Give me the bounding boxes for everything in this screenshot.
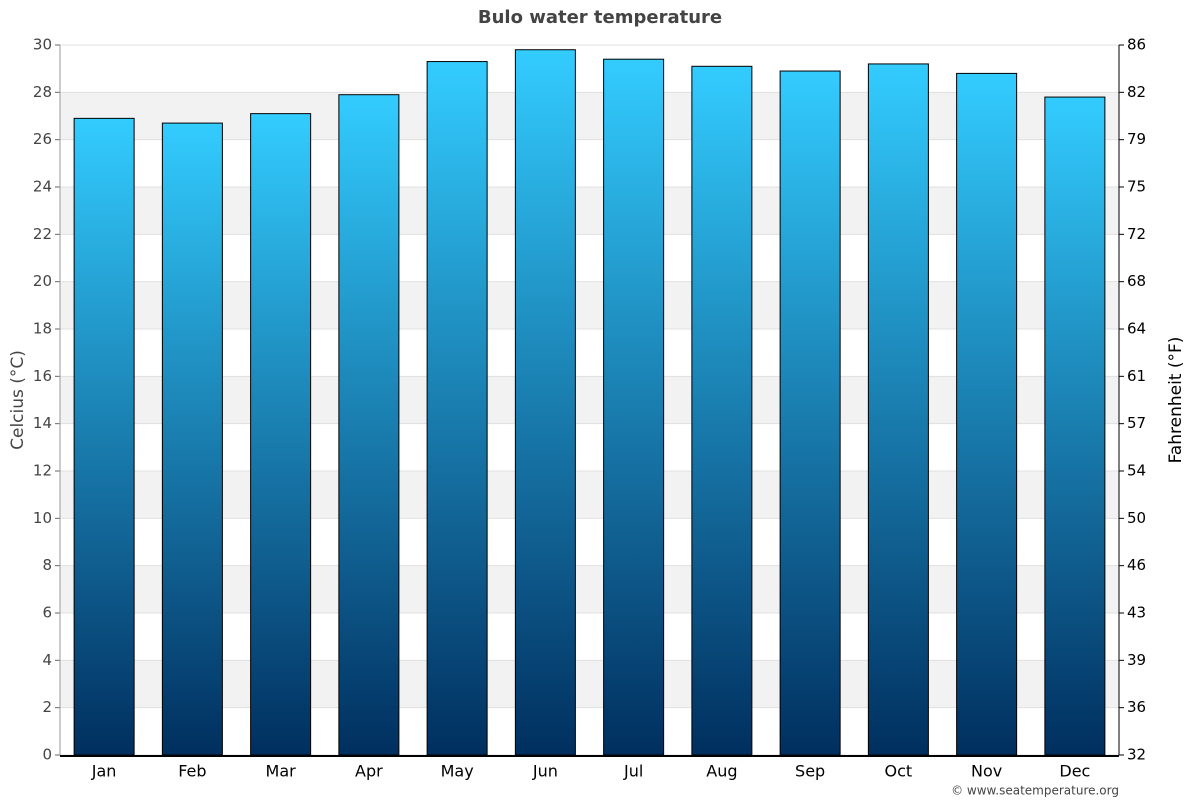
y2-tick-label: 39 [1127, 651, 1146, 669]
bar [956, 72, 1018, 756]
bar [250, 113, 312, 756]
bar [161, 122, 223, 756]
bar [603, 58, 665, 756]
y-tick-label: 14 [33, 414, 52, 432]
bar [426, 61, 488, 756]
y2-tick-label: 75 [1127, 178, 1146, 196]
x-tick-label: May [441, 762, 474, 781]
y2-tick-label: 46 [1127, 556, 1146, 574]
grid-band [60, 187, 1119, 235]
bar [73, 117, 135, 756]
x-tick-label: Sep [795, 762, 825, 781]
y-tick-label: 30 [33, 36, 52, 54]
y2-tick-label: 86 [1127, 36, 1146, 54]
grid-band [60, 471, 1119, 519]
y-tick-label: 0 [42, 746, 52, 764]
y-tick-label: 22 [33, 225, 52, 243]
y-tick-label: 4 [42, 651, 52, 669]
x-tick-label: Jul [623, 762, 643, 781]
y-tick-label: 18 [33, 320, 52, 338]
x-tick-label: Dec [1059, 762, 1090, 781]
y2-tick-label: 50 [1127, 509, 1146, 527]
x-tick-label: Apr [355, 762, 383, 781]
x-tick-label: Feb [178, 762, 206, 781]
source-note: © www.seatemperature.org [951, 784, 1119, 798]
grid-band [60, 376, 1119, 424]
bar [779, 70, 841, 756]
y-axis-label: Celcius (°C) [8, 350, 28, 450]
y2-tick-label: 79 [1127, 130, 1146, 148]
bar [691, 65, 753, 756]
y-tick-label: 24 [33, 178, 52, 196]
y-tick-label: 12 [33, 462, 52, 480]
y-tick-label: 28 [33, 83, 52, 101]
y-tick-label: 6 [42, 604, 52, 622]
bar [867, 63, 929, 756]
y2-tick-label: 36 [1127, 698, 1146, 716]
grid-band [60, 565, 1119, 613]
y-tick-label: 2 [42, 698, 52, 716]
y2-axis-label: Fahrenheit (°F) [1166, 337, 1186, 464]
y-tick-label: 20 [33, 272, 52, 290]
y2-tick-label: 72 [1127, 225, 1146, 243]
bar [338, 94, 400, 756]
y2-tick-label: 61 [1127, 367, 1146, 385]
y2-tick-label: 64 [1127, 320, 1146, 338]
x-tick-label: Aug [706, 762, 737, 781]
y-tick-label: 8 [42, 556, 52, 574]
grid-band [60, 660, 1119, 708]
y-tick-label: 16 [33, 367, 52, 385]
y2-tick-label: 57 [1127, 414, 1146, 432]
bar [1044, 96, 1106, 756]
y2-tick-label: 82 [1127, 83, 1146, 101]
x-tick-label: Mar [266, 762, 297, 781]
x-tick-label: Oct [885, 762, 913, 781]
x-tick-label: Nov [971, 762, 1002, 781]
bar [514, 49, 576, 756]
y2-tick-label: 68 [1127, 272, 1146, 290]
y-tick-label: 26 [33, 130, 52, 148]
grid-band [60, 92, 1119, 140]
y2-tick-label: 32 [1127, 746, 1146, 764]
x-tick-label: Jun [532, 762, 558, 781]
chart-title: Bulo water temperature [478, 7, 722, 28]
x-tick-label: Jan [91, 762, 117, 781]
y2-tick-label: 54 [1127, 462, 1146, 480]
grid-band [60, 281, 1119, 329]
y-tick-label: 10 [33, 509, 52, 527]
y2-tick-label: 43 [1127, 604, 1146, 622]
